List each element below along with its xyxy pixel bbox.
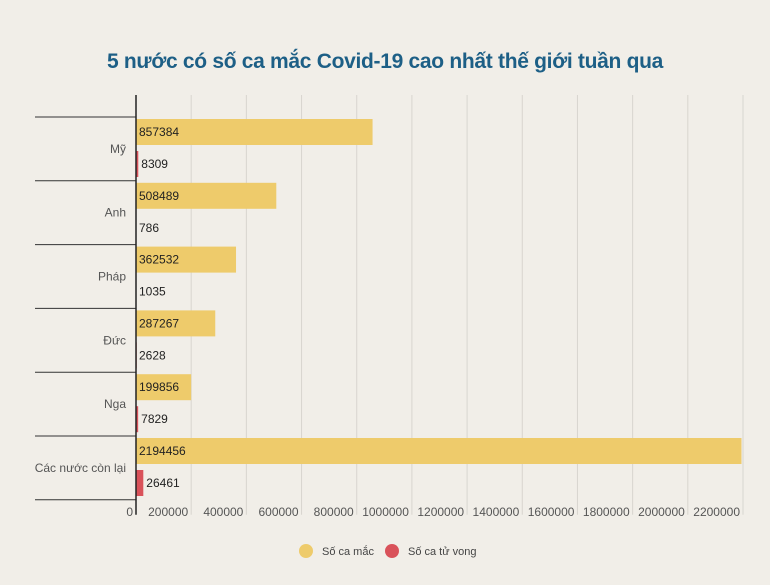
data-label: 2628 — [139, 348, 166, 362]
data-label: 1035 — [139, 285, 166, 299]
cases-bar — [136, 438, 742, 464]
x-tick-label: 800000 — [314, 505, 354, 519]
x-tick-label: 2200000 — [693, 505, 740, 519]
x-tick-label: 2000000 — [638, 505, 685, 519]
cases-bar — [136, 182, 277, 209]
data-label: 199856 — [139, 380, 179, 394]
cases-bar — [136, 310, 216, 337]
category-label: Nga — [104, 397, 126, 411]
data-label: 362532 — [139, 253, 179, 267]
data-label: 508489 — [139, 189, 179, 203]
data-label: 287267 — [139, 316, 179, 330]
legend-label: Số ca tử vong — [408, 546, 477, 558]
category-label: Đức — [103, 333, 126, 347]
category-label: Anh — [105, 206, 126, 220]
x-tick-label: 400000 — [203, 505, 243, 519]
data-label: 26461 — [146, 476, 180, 490]
legend-deaths-marker — [385, 544, 399, 558]
cases-bar — [136, 119, 373, 145]
category-label: Các nước còn lại — [35, 461, 126, 475]
legend-label: Số ca mắc — [322, 545, 374, 558]
cases-bar — [136, 246, 237, 273]
x-tick-label: 1000000 — [362, 505, 409, 519]
cases-bar — [136, 374, 192, 401]
deaths-bar — [136, 151, 139, 177]
data-label: 2194456 — [139, 444, 186, 458]
chart-title: 5 nước có số ca mắc Covid-19 cao nhất th… — [106, 50, 664, 73]
x-tick-label: 600000 — [258, 505, 298, 519]
deaths-bar — [136, 406, 139, 433]
data-label: 857384 — [139, 125, 179, 139]
x-tick-label: 200000 — [148, 505, 188, 519]
deaths-bar — [136, 470, 144, 496]
x-tick-label: 1800000 — [583, 505, 630, 519]
data-label: 786 — [139, 221, 159, 235]
x-tick-label: 1400000 — [473, 505, 520, 519]
x-tick-label: 1600000 — [528, 505, 575, 519]
category-label: Pháp — [98, 270, 126, 284]
x-tick-label: 0 — [126, 505, 133, 519]
x-tick-label: 1200000 — [417, 505, 464, 519]
legend-cases-marker — [299, 544, 313, 558]
data-label: 8309 — [141, 157, 168, 171]
category-label: Mỹ — [110, 142, 126, 156]
data-label: 7829 — [141, 412, 168, 426]
